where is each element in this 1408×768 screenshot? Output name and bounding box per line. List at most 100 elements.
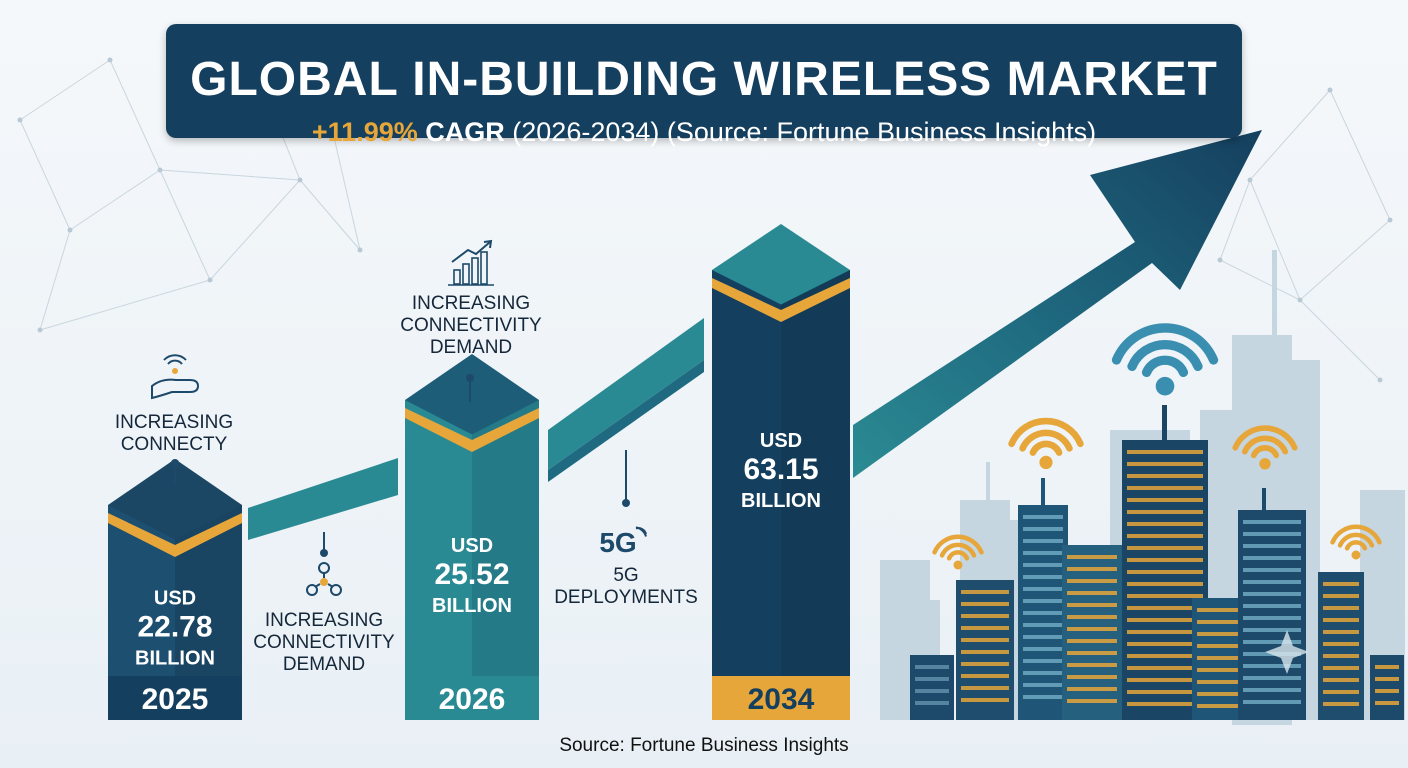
window-strip bbox=[1067, 555, 1117, 559]
window-strip bbox=[1127, 534, 1203, 538]
bar-gold-band bbox=[712, 278, 850, 322]
hand-outline bbox=[151, 378, 200, 400]
window-strip bbox=[1127, 702, 1203, 706]
antenna bbox=[1041, 478, 1045, 508]
driver-2-line-2: CONNECTIVITY bbox=[253, 632, 395, 653]
window-strip bbox=[1243, 676, 1301, 680]
network-line bbox=[329, 119, 361, 251]
window-strip bbox=[1067, 663, 1117, 667]
window-strip bbox=[1023, 539, 1063, 543]
window-strip bbox=[1323, 654, 1359, 658]
wifi-signal-icon bbox=[1232, 425, 1298, 470]
growth-ribbon bbox=[248, 130, 1262, 540]
window-strip bbox=[1127, 594, 1203, 598]
wifi-arc bbox=[1344, 540, 1368, 551]
window-strip bbox=[1197, 620, 1259, 624]
network-node bbox=[297, 177, 303, 183]
bar-year-base bbox=[405, 676, 539, 720]
window-strip bbox=[1323, 594, 1359, 598]
building-body bbox=[1370, 655, 1404, 720]
window-strip bbox=[961, 674, 1009, 678]
network-line bbox=[209, 179, 301, 281]
window-strip bbox=[1023, 647, 1063, 651]
window-strip bbox=[1023, 623, 1063, 627]
window-strip bbox=[1023, 695, 1063, 699]
signal-arc bbox=[635, 526, 647, 537]
network-line bbox=[1299, 299, 1381, 381]
building-body bbox=[910, 655, 954, 720]
window-strip bbox=[1067, 699, 1117, 703]
wifi-dot bbox=[953, 560, 963, 570]
window-strip bbox=[1067, 603, 1117, 607]
wifi-signal-icon bbox=[932, 534, 984, 570]
driver-3-line-1: INCREASING bbox=[411, 293, 531, 314]
window-strip bbox=[1323, 642, 1359, 646]
ribbon-segment bbox=[548, 318, 704, 470]
network-node bbox=[207, 277, 213, 283]
window-strip bbox=[1127, 690, 1203, 694]
network-line bbox=[1219, 179, 1251, 261]
driver-3-line-2: CONNECTIVITY bbox=[400, 315, 542, 336]
node bbox=[306, 584, 318, 596]
window-strip bbox=[1023, 671, 1063, 675]
driver-4-line-1: 5G bbox=[613, 565, 639, 586]
node-center bbox=[320, 578, 328, 586]
driver-2-line-3: DEMAND bbox=[282, 654, 366, 675]
connector-dot bbox=[320, 549, 328, 557]
window-strip bbox=[1023, 551, 1063, 555]
window-strip bbox=[1127, 486, 1203, 490]
bar-side-shade bbox=[781, 270, 850, 720]
wifi-arc bbox=[1241, 435, 1289, 455]
window-strip bbox=[961, 626, 1009, 630]
window-strip bbox=[961, 614, 1009, 618]
antenna bbox=[1262, 488, 1266, 514]
window-strip bbox=[1127, 558, 1203, 562]
driver-3-line-3: DEMAND bbox=[429, 337, 513, 358]
network-node bbox=[37, 327, 43, 333]
driver-1-line-2: CONNECTY bbox=[120, 434, 228, 455]
sparkle-icon bbox=[1265, 630, 1309, 674]
window-strip bbox=[1323, 582, 1359, 586]
year-label: 2026 bbox=[439, 683, 506, 716]
window-strip bbox=[1197, 644, 1259, 648]
wifi-arc bbox=[932, 534, 984, 555]
window-strip bbox=[1197, 668, 1259, 672]
chart-bar-icon bbox=[462, 263, 470, 285]
window-strip bbox=[1023, 515, 1063, 519]
wifi-arc bbox=[946, 550, 970, 561]
window-strip bbox=[1023, 635, 1063, 639]
window-strip bbox=[1197, 608, 1259, 612]
window-strip bbox=[1127, 582, 1203, 586]
wifi-arc bbox=[1232, 425, 1298, 451]
cagr-value: +11.99% bbox=[311, 117, 418, 147]
window-strip bbox=[1243, 688, 1301, 692]
window-strip bbox=[1323, 618, 1359, 622]
window-strip bbox=[1127, 450, 1203, 454]
network-line bbox=[1299, 219, 1391, 301]
network-line bbox=[19, 119, 71, 231]
chart-title: GLOBAL IN-BUILDING WIRELESS MARKET bbox=[190, 53, 1218, 106]
data-label: 63.15 bbox=[743, 453, 818, 486]
window-strip bbox=[1323, 666, 1359, 670]
window-strip bbox=[1127, 510, 1203, 514]
building-body bbox=[1062, 545, 1122, 720]
year-label: 2025 bbox=[142, 683, 209, 716]
building bbox=[1318, 572, 1364, 720]
node-links bbox=[314, 573, 334, 588]
chart-bar-icon bbox=[480, 251, 488, 285]
window-strip bbox=[1197, 632, 1259, 636]
window-strip bbox=[1067, 591, 1117, 595]
hand-signal-icon bbox=[151, 354, 200, 400]
window-strip bbox=[961, 602, 1009, 606]
window-strip bbox=[961, 698, 1009, 702]
network-line bbox=[159, 169, 301, 181]
network-node bbox=[1377, 377, 1383, 383]
building bbox=[1370, 655, 1404, 720]
data-label-unit: USD bbox=[451, 535, 493, 557]
bar-top bbox=[712, 224, 850, 305]
data-label: 25.52 bbox=[434, 558, 509, 591]
network-node bbox=[1297, 297, 1303, 303]
window-strip bbox=[1375, 701, 1399, 705]
